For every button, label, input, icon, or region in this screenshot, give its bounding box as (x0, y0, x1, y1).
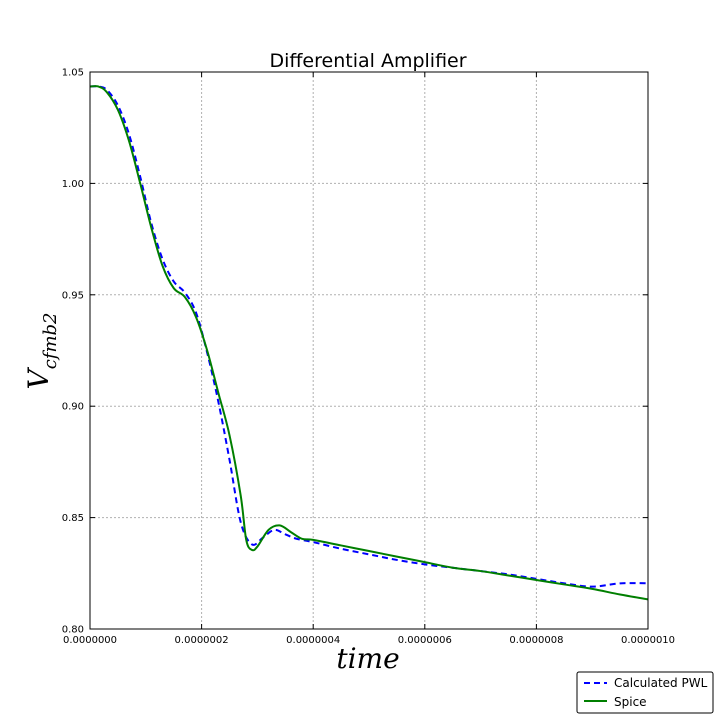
x-tick-label: 0.0000000 (63, 635, 117, 646)
x-tick-label: 0.0000004 (286, 635, 340, 646)
grid-lines (90, 72, 648, 629)
y-tick-label: 1.00 (62, 179, 84, 190)
y-tick-label: 1.05 (62, 68, 84, 79)
series-line-calculated-pwl (90, 85, 648, 588)
x-tick-label: 0.0000002 (175, 635, 229, 646)
plot-frame (89, 71, 649, 630)
y-tick-label: 0.80 (62, 625, 84, 636)
legend-label-calculated-pwl: Calculated PWL (614, 676, 708, 690)
y-axis-label-subscript: cfmb2 (40, 312, 61, 369)
axis-tick-labels: 0.0000000 0.0000002 0.0000004 0.0000006 0.00… (62, 68, 675, 647)
y-tick-label: 0.90 (62, 402, 84, 413)
chart-title: Differential Amplifier (269, 50, 466, 72)
y-axis-label: Vcfmb2 (22, 312, 61, 389)
axis-ticks (89, 71, 649, 630)
x-tick-label: 0.0000010 (621, 635, 675, 646)
svg-text:Vcfmb2: Vcfmb2 (22, 312, 61, 389)
series-line-spice (90, 85, 648, 601)
y-tick-label: 0.85 (62, 513, 84, 524)
y-axis-label-main: V (22, 367, 55, 390)
x-tick-label: 0.0000006 (398, 635, 452, 646)
y-tick-label: 0.95 (62, 290, 84, 301)
x-axis-label: time (336, 642, 399, 675)
legend: Calculated PWL Spice (576, 671, 714, 714)
series-layer (90, 85, 648, 601)
legend-box (576, 671, 714, 714)
legend-label-spice: Spice (614, 695, 647, 709)
x-tick-label: 0.0000008 (509, 635, 563, 646)
